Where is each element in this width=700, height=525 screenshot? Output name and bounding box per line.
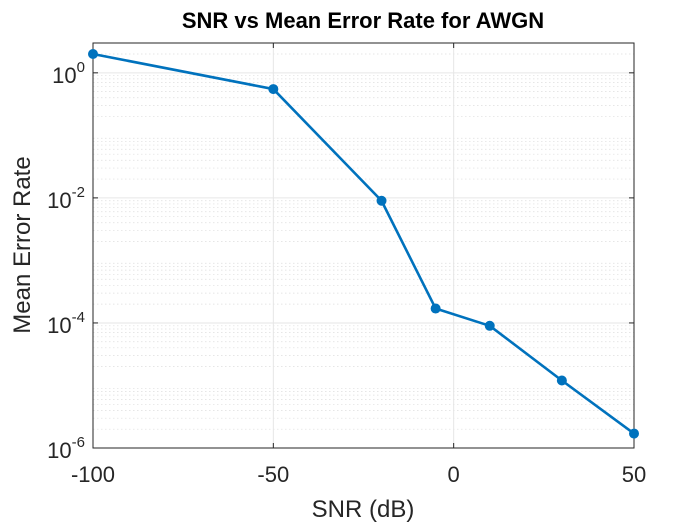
y-tick-label: 100 [52,59,85,88]
x-tick-label: -100 [71,462,115,487]
data-point-marker [376,195,387,206]
x-axis-label: SNR (dB) [312,496,415,523]
series-layer [88,49,639,439]
x-tick-labels: -100 -50 0 50 [71,462,646,487]
data-point-marker [556,375,567,386]
x-tick-label: 50 [622,462,646,487]
y-tick-label: 10-2 [47,184,85,213]
data-point-marker [268,84,279,95]
axis-ticks [92,43,635,449]
x-tick-label: -50 [257,462,289,487]
data-point-marker [430,303,441,314]
y-tick-labels: 100 10-2 10-4 10-6 [47,59,85,463]
y-axis-label: Mean Error Rate [9,156,36,333]
y-tick-label: 10-4 [47,309,85,338]
x-tick-label: 0 [448,462,460,487]
data-point-marker [88,49,98,60]
chart-title: SNR vs Mean Error Rate for AWGN [182,8,544,33]
data-point-marker [484,320,495,331]
data-point-marker [629,428,639,439]
plot-area-frame [92,42,635,449]
y-tick-label: 10-6 [47,434,85,463]
plot-area-background [93,43,634,448]
